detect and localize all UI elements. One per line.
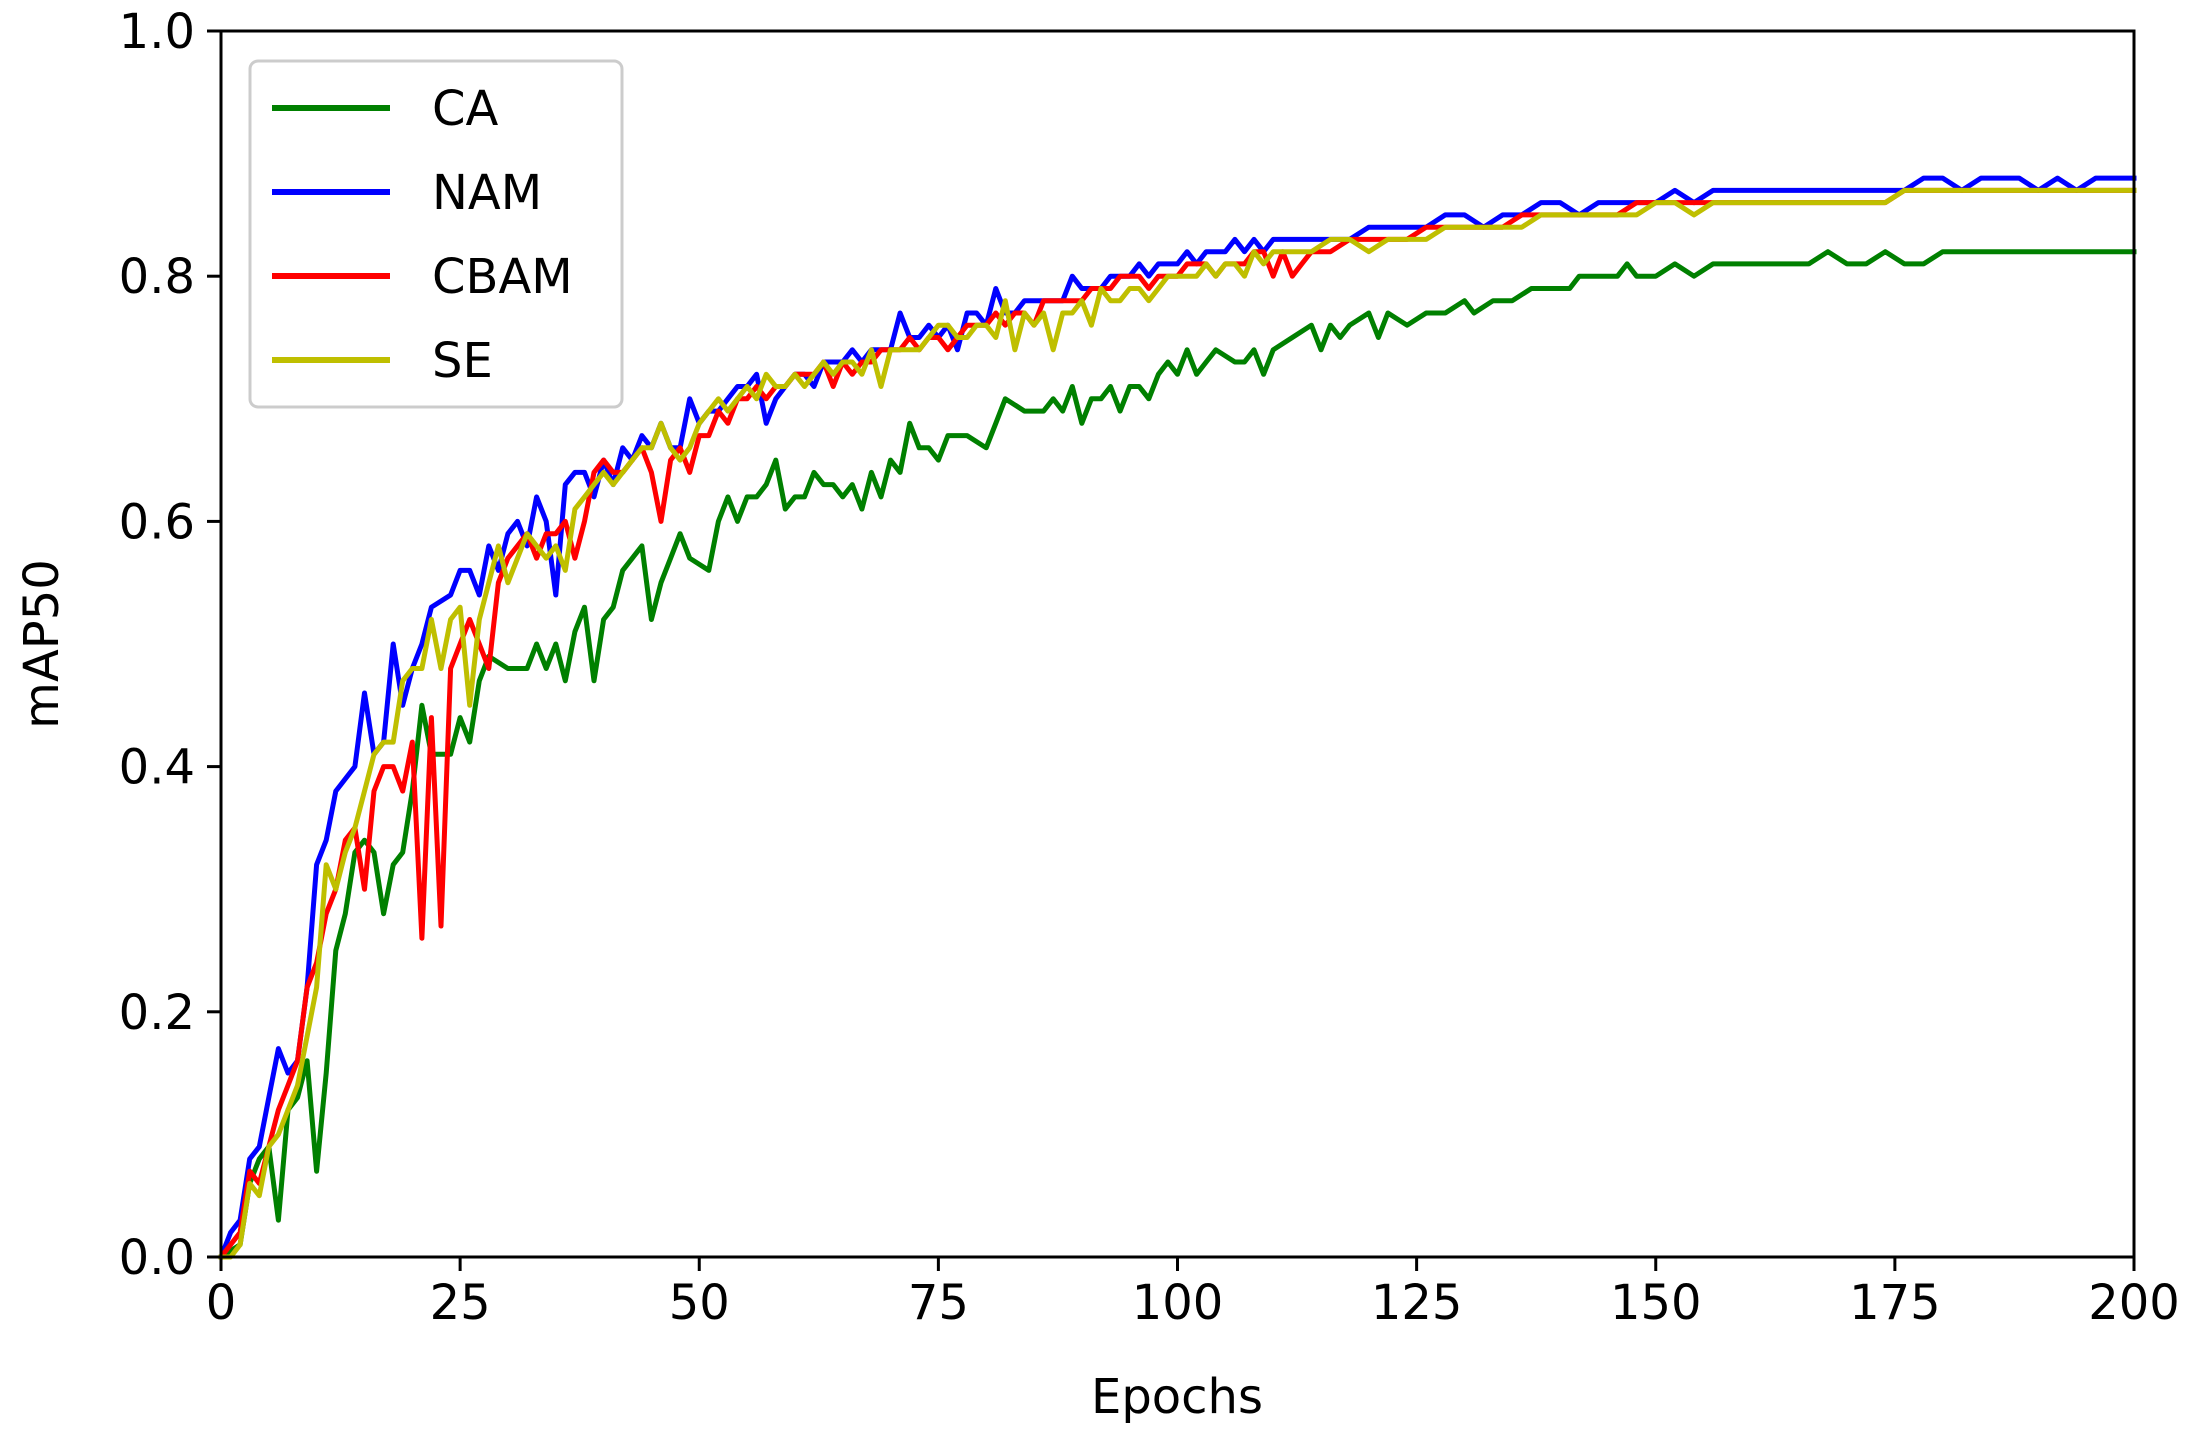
x-tick-label: 150: [1610, 1275, 1702, 1331]
y-tick-label: 0.0: [119, 1230, 195, 1286]
x-tick-label: 0: [206, 1275, 237, 1331]
legend: CA NAM CBAM SE: [248, 59, 624, 409]
x-tick-label: 125: [1371, 1275, 1463, 1331]
x-axis-label: Epochs: [1091, 1369, 1263, 1425]
y-tick-label: 0.2: [119, 985, 195, 1041]
y-axis: 0.0 0.2 0.4 0.6 0.8 1.0: [119, 4, 221, 1286]
x-tick-label: 25: [430, 1275, 491, 1331]
x-tick-label: 75: [908, 1275, 969, 1331]
legend-entries: CA NAM CBAM SE: [272, 81, 573, 389]
legend-label-nam: NAM: [432, 165, 542, 221]
series-layer: [217, 175, 2137, 1261]
series-line-cbam: [217, 187, 2137, 1261]
x-axis: 0 25 50 75 100 125 150 175 200: [206, 1257, 2180, 1331]
y-tick-label: 1.0: [119, 4, 195, 60]
legend-label-cbam: CBAM: [432, 249, 573, 305]
x-tick-label: 100: [1132, 1275, 1224, 1331]
legend-box: [248, 59, 624, 409]
series-line-se: [218, 187, 2137, 1260]
x-tick-label: 50: [669, 1275, 730, 1331]
y-axis-label: mAP50: [14, 559, 70, 729]
y-tick-label: 0.4: [119, 740, 195, 796]
y-tick-label: 0.6: [119, 494, 195, 550]
x-tick-label: 175: [1849, 1275, 1941, 1331]
series-line-ca: [217, 249, 2137, 1261]
legend-label-ca: CA: [432, 81, 499, 137]
legend-label-se: SE: [432, 333, 493, 389]
x-tick-label: 200: [2088, 1275, 2180, 1331]
y-tick-label: 0.8: [119, 249, 195, 305]
